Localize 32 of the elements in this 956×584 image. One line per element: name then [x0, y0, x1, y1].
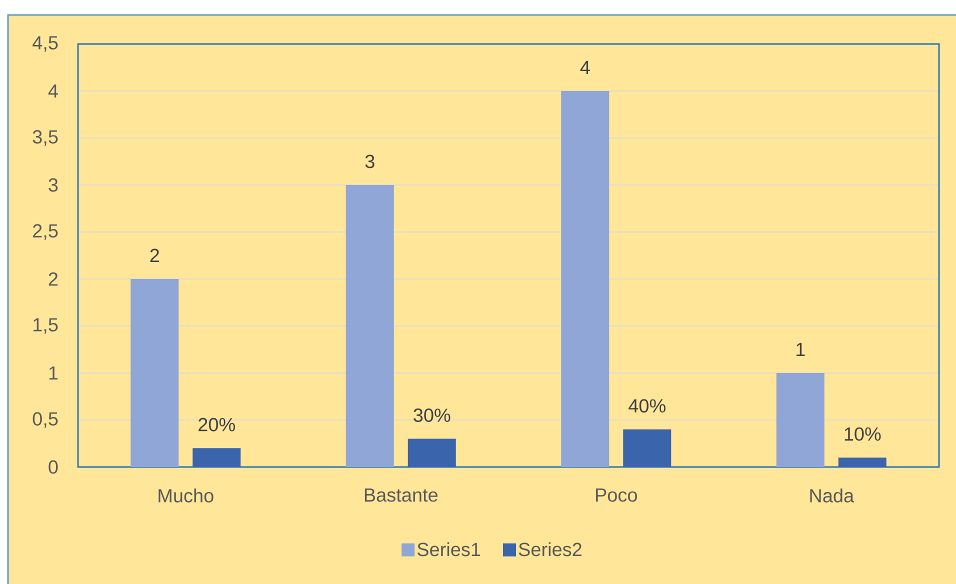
y-tick-label: 1: [49, 366, 58, 380]
data-label: 4: [580, 60, 590, 74]
data-label: 1: [796, 342, 805, 356]
legend-label: Series2: [518, 542, 582, 556]
y-tick-label: 0: [48, 460, 58, 474]
bar: [192, 448, 241, 467]
bar: [408, 438, 456, 467]
y-tick-label: 4,5: [32, 36, 58, 52]
data-label: 3: [365, 154, 374, 168]
bar: [561, 90, 610, 467]
bar: [623, 429, 672, 467]
x-tick-label: Mucho: [158, 488, 214, 502]
x-tick-label: Nada: [810, 488, 854, 502]
data-label: 10%: [844, 427, 881, 441]
data-label: 40%: [628, 399, 666, 413]
data-label: 30%: [414, 408, 450, 422]
y-tick-label: 2: [48, 272, 58, 286]
y-tick-label: 3: [48, 178, 58, 192]
bar: [130, 278, 179, 467]
bar: [838, 458, 886, 467]
x-tick-label: Bastante: [364, 488, 438, 502]
y-tick-label: 3,5: [32, 130, 58, 146]
y-tick-label: 2,5: [33, 224, 58, 240]
legend-label: Series1: [417, 542, 480, 556]
x-tick-label: Poco: [596, 488, 637, 502]
bar: [346, 184, 394, 467]
data-label: 20%: [198, 418, 235, 432]
y-tick-label: 1,5: [34, 318, 58, 334]
y-tick-label: 0,5: [32, 412, 58, 428]
bar: [776, 372, 824, 467]
y-tick-label: 4: [48, 84, 58, 98]
data-label: 2: [150, 248, 159, 262]
